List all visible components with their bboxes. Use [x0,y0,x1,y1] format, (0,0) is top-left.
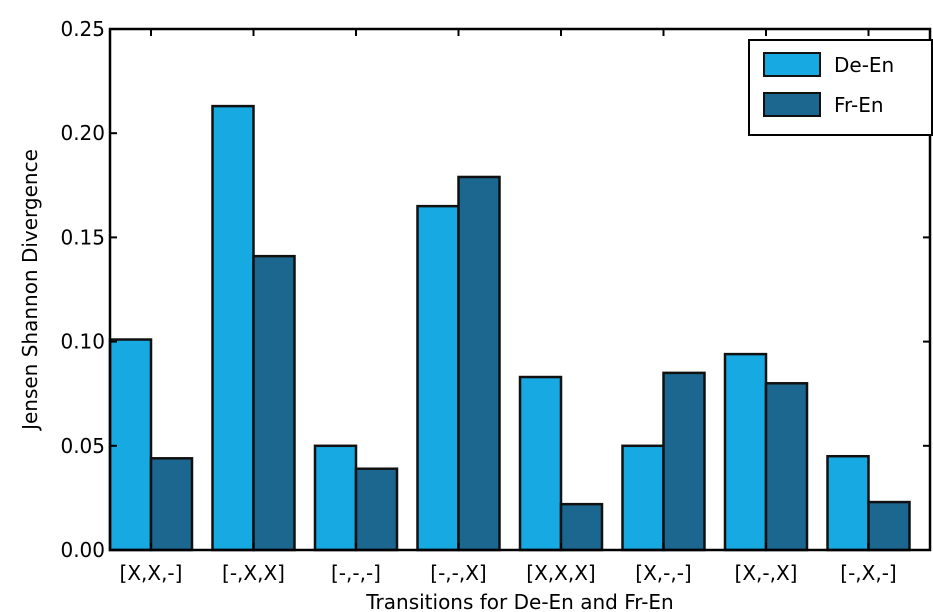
bar-fr-en-1 [252,254,296,552]
y-tick-label: 0.00 [60,538,105,562]
bar-fr-en-0 [149,457,194,552]
bar-de-en-3 [416,204,460,552]
legend: De-En Fr-En [748,39,933,136]
bar-fr-en-4 [559,502,604,552]
y-tick-label: 0.15 [60,225,105,249]
bar-fr-en-3 [457,175,501,552]
x-tick-label: [X,X,X] [526,561,595,585]
legend-label-de-en: De-En [834,53,894,77]
y-tick-label: 0.10 [60,330,105,354]
x-tick-label: [X,-,-] [635,561,691,585]
x-tick-label: [X,-,X] [735,561,798,585]
bar-fr-en-6 [764,382,809,552]
y-tick-label: 0.20 [60,121,105,145]
x-tick-label: [-,-,-] [331,561,381,585]
x-tick-label: [-,X,X] [222,561,285,585]
bar-fr-en-5 [662,371,706,552]
legend-swatch-de-en [763,52,821,77]
x-tick-label: [-,X,-] [840,561,896,585]
bar-fr-en-7 [867,500,911,552]
labels-layer: 0.00 0.05 0.10 0.15 0.20 0.25 [X,X,-] [-,X,X] [-… [60,17,896,585]
x-axis-title: Transitions for De-En and Fr-En [365,590,673,612]
plot-frame [108,27,932,552]
bar-fr-en-2 [354,467,399,552]
bars-layer [108,104,911,552]
x-tick-label: [X,X,-] [120,561,183,585]
bar-de-en-2 [313,444,358,552]
y-tick-label: 0.05 [60,434,105,458]
bar-de-en-1 [211,104,255,552]
y-axis-title: Jensen Shannon Divergence [18,149,42,432]
bar-de-en-0 [108,338,153,552]
legend-label-fr-en: Fr-En [834,93,884,117]
bar-de-en-4 [518,375,563,552]
legend-swatch-fr-en [763,92,821,117]
bar-de-en-5 [621,444,665,552]
bar-de-en-6 [723,352,768,552]
y-tick-label: 0.25 [60,17,105,41]
bar-de-en-7 [826,454,870,552]
x-tick-label: [-,-,X] [430,561,486,585]
